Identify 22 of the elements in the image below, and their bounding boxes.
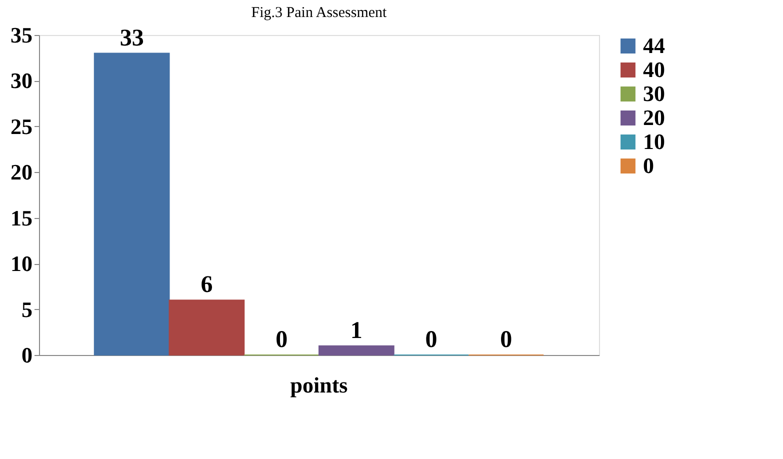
data-label: 0 xyxy=(425,327,438,353)
y-tick-label: 10 xyxy=(10,251,32,276)
y-tick-label: 30 xyxy=(10,68,32,94)
legend-label: 10 xyxy=(643,129,665,154)
data-label: 6 xyxy=(200,272,213,298)
y-tick-label: 0 xyxy=(22,342,32,368)
legend-label: 0 xyxy=(643,153,654,178)
legend-label: 44 xyxy=(643,33,665,58)
data-label: 1 xyxy=(350,318,362,344)
legend-label: 20 xyxy=(643,105,665,130)
x-tick-label: points xyxy=(290,372,348,398)
data-label: 0 xyxy=(276,327,288,353)
data-label: 0 xyxy=(500,327,512,353)
legend-label: 40 xyxy=(643,57,665,82)
y-tick-label: 25 xyxy=(10,114,32,139)
y-tick-label: 15 xyxy=(10,205,32,230)
legend-label: 30 xyxy=(643,81,665,106)
y-tick-label: 20 xyxy=(10,160,32,185)
y-tick-label: 5 xyxy=(22,296,32,322)
y-tick-label: 35 xyxy=(10,22,32,48)
chart-title: Fig.3 Pain Assessment xyxy=(251,5,388,21)
data-label: 33 xyxy=(120,25,144,52)
